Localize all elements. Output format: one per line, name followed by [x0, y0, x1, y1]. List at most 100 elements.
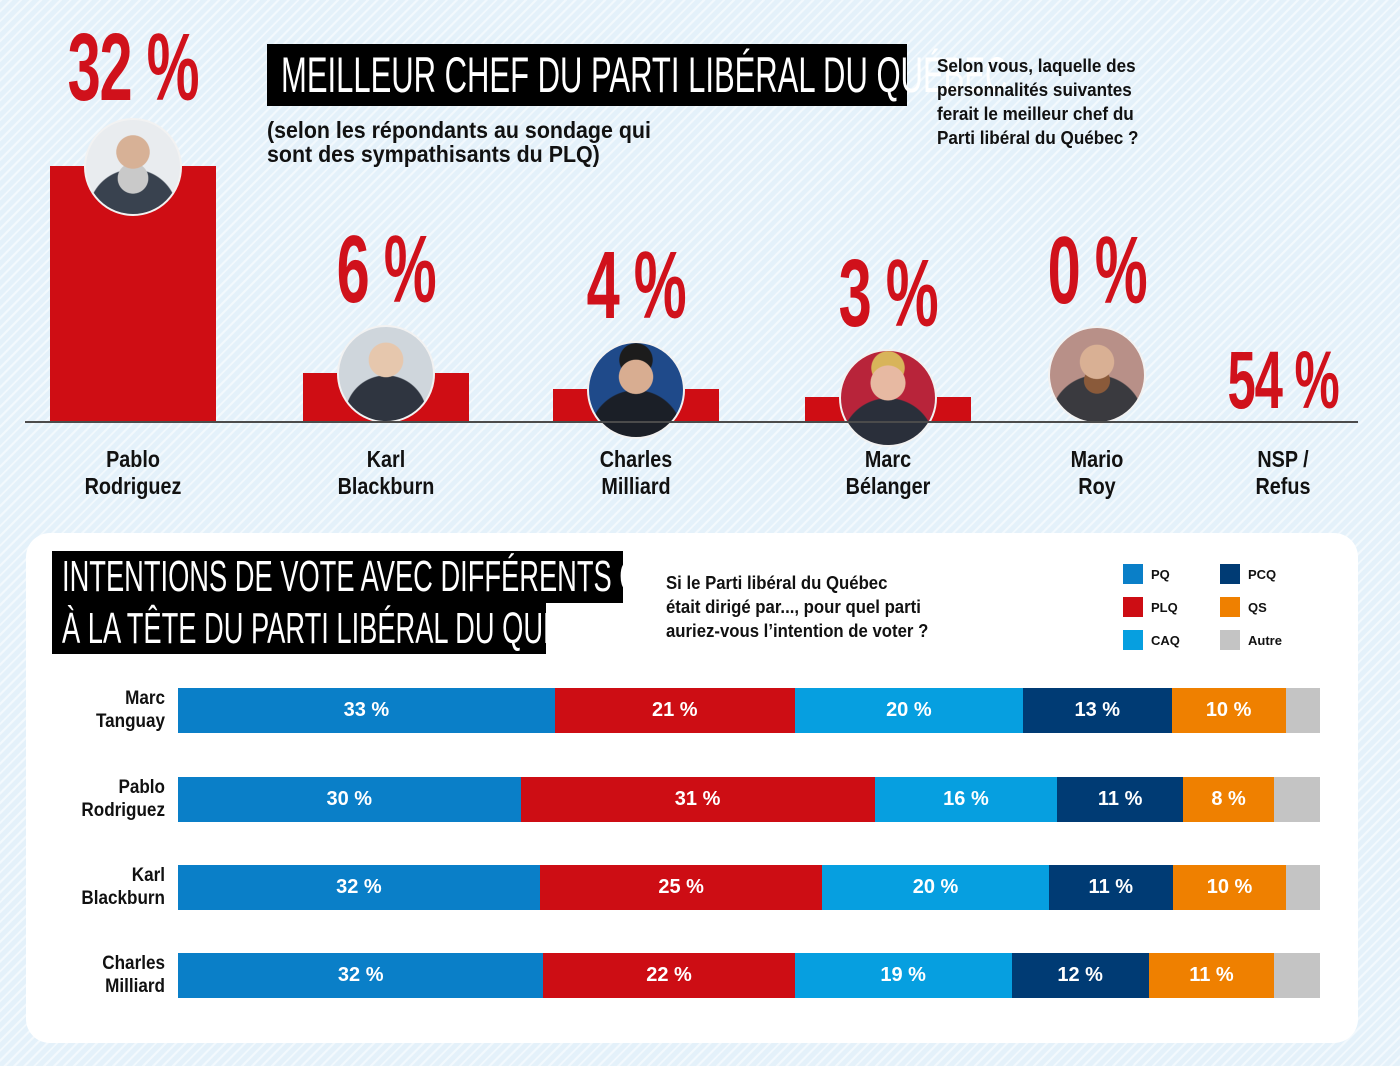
question-line: Selon vous, laquelle des	[937, 56, 1136, 76]
category-label-line: NSP /	[1257, 446, 1309, 472]
candidate-photo	[839, 349, 937, 447]
legend-item-autre: Autre	[1220, 630, 1282, 650]
legend-item-plq: PLQ	[1123, 597, 1178, 617]
category-label: NSP / Refus	[1197, 446, 1369, 500]
segment-qs: 8 %	[1182, 777, 1275, 822]
row-label-line: Marc	[125, 688, 165, 709]
value-label: 32 %	[67, 14, 200, 121]
bottom-chart-title: INTENTIONS DE VOTE AVEC DIFFÉRENTS CHEFS	[52, 551, 712, 603]
category-label-line: Blackburn	[337, 473, 435, 499]
category-label-line: Karl	[366, 446, 406, 472]
legend-label: PQ	[1151, 566, 1170, 582]
segment-pq: 33 %	[178, 688, 555, 733]
category-label: Charles Milliard	[550, 446, 722, 500]
top-chart-subtitle: (selon les répondants au sondage qui son…	[267, 118, 651, 166]
subtitle-line: (selon les répondants au sondage qui	[267, 117, 651, 143]
question-line: Si le Parti libéral du Québec	[666, 573, 888, 593]
category-label: Karl Blackburn	[300, 446, 472, 500]
segment-plq: 25 %	[539, 865, 823, 910]
question-line: personnalités suivantes	[937, 80, 1132, 100]
legend-label: QS	[1248, 599, 1267, 615]
segment-plq: 31 %	[520, 777, 875, 822]
candidate-photo	[84, 118, 182, 216]
row-label-line: Rodriguez	[81, 800, 165, 821]
row-label-line: Charles	[102, 953, 165, 974]
segment-qs: 10 %	[1171, 688, 1286, 733]
question-line: était dirigé par..., pour quel parti	[666, 597, 921, 617]
stacked-bar-row: 33 % 21 % 20 % 13 % 10 %	[178, 688, 1320, 733]
segment-autre	[1286, 865, 1320, 910]
legend-item-pcq: PCQ	[1220, 564, 1276, 584]
value-label: 6 %	[336, 216, 437, 323]
legend-label: PLQ	[1151, 599, 1178, 615]
bottom-question: Si le Parti libéral du Québec était diri…	[666, 571, 928, 643]
segment-pcq: 11 %	[1048, 865, 1173, 910]
candidate-photo	[587, 341, 685, 439]
segment-autre	[1274, 953, 1320, 998]
segment-qs: 10 %	[1172, 865, 1287, 910]
bottom-title-line: INTENTIONS DE VOTE AVEC DIFFÉRENTS CHEFS	[62, 552, 712, 601]
segment-pcq: 13 %	[1023, 688, 1172, 733]
segment-pcq: 12 %	[1011, 953, 1149, 998]
top-chart-title-text: MEILLEUR CHEF DU PARTI LIBÉRAL DU QUÉBEC	[281, 47, 1008, 103]
legend-item-pq: PQ	[1123, 564, 1170, 584]
category-label-line: Marc	[864, 446, 912, 472]
question-line: Parti libéral du Québec ?	[937, 128, 1139, 148]
candidate-photo	[1048, 326, 1146, 424]
segment-pq: 32 %	[178, 865, 540, 910]
row-label: Charles Milliard	[53, 952, 165, 998]
row-label-line: Blackburn	[81, 888, 165, 909]
segment-caq: 19 %	[794, 953, 1012, 998]
top-chart-title: MEILLEUR CHEF DU PARTI LIBÉRAL DU QUÉBEC	[267, 44, 1007, 106]
segment-pcq: 11 %	[1057, 777, 1183, 822]
segment-caq: 20 %	[794, 688, 1024, 733]
row-label: Marc Tanguay	[53, 687, 165, 733]
value-label: 0 %	[1047, 217, 1148, 324]
row-label-line: Karl	[131, 865, 165, 886]
segment-autre	[1274, 777, 1320, 822]
segment-plq: 21 %	[554, 688, 795, 733]
row-label: Karl Blackburn	[53, 864, 165, 910]
stacked-bar-row: 30 % 31 % 16 % 11 % 8 %	[178, 777, 1320, 822]
segment-autre	[1285, 688, 1320, 733]
category-label: Mario Roy	[1011, 446, 1183, 500]
segment-caq: 20 %	[822, 865, 1049, 910]
bottom-chart-title-2: À LA TÊTE DU PARTI LIBÉRAL DU QUÉBEC	[52, 603, 617, 654]
legend-swatch	[1123, 564, 1143, 584]
legend-swatch	[1220, 564, 1240, 584]
question-line: ferait le meilleur chef du	[937, 104, 1134, 124]
value-label: 4 %	[586, 232, 687, 339]
legend-swatch	[1123, 597, 1143, 617]
candidate-photo	[337, 325, 435, 423]
category-label-line: Pablo	[106, 446, 160, 472]
category-label: Pablo Rodriguez	[47, 446, 219, 500]
segment-pq: 30 %	[178, 777, 521, 822]
category-label-line: Bélanger	[845, 473, 931, 499]
category-label-line: Mario	[1070, 446, 1124, 472]
legend-item-qs: QS	[1220, 597, 1267, 617]
stacked-bar-row: 32 % 25 % 20 % 11 % 10 %	[178, 865, 1320, 910]
category-label-line: Charles	[599, 446, 673, 472]
category-label-line: Milliard	[601, 473, 671, 499]
category-label: Marc Bélanger	[802, 446, 974, 500]
value-label: 54 %	[1227, 335, 1340, 426]
legend-label: PCQ	[1248, 566, 1277, 582]
row-label: Pablo Rodriguez	[53, 776, 165, 822]
subtitle-line: sont des sympathisants du PLQ)	[267, 141, 600, 167]
legend-swatch	[1220, 630, 1240, 650]
segment-qs: 11 %	[1148, 953, 1275, 998]
category-label-line: Refus	[1255, 473, 1311, 499]
legend-swatch	[1220, 597, 1240, 617]
legend-swatch	[1123, 630, 1143, 650]
value-label: 3 %	[838, 240, 939, 347]
row-label-line: Tanguay	[95, 711, 165, 732]
x-axis-baseline	[25, 421, 1358, 423]
top-question: Selon vous, laquelle des personnalités s…	[937, 54, 1138, 150]
bottom-title-line: À LA TÊTE DU PARTI LIBÉRAL DU QUÉBEC	[62, 604, 618, 653]
segment-pq: 32 %	[178, 953, 544, 998]
stacked-bar-row: 32 % 22 % 19 % 12 % 11 %	[178, 953, 1320, 998]
row-label-line: Pablo	[118, 777, 165, 798]
legend-label: CAQ	[1151, 632, 1180, 648]
segment-plq: 22 %	[543, 953, 795, 998]
segment-caq: 16 %	[874, 777, 1058, 822]
